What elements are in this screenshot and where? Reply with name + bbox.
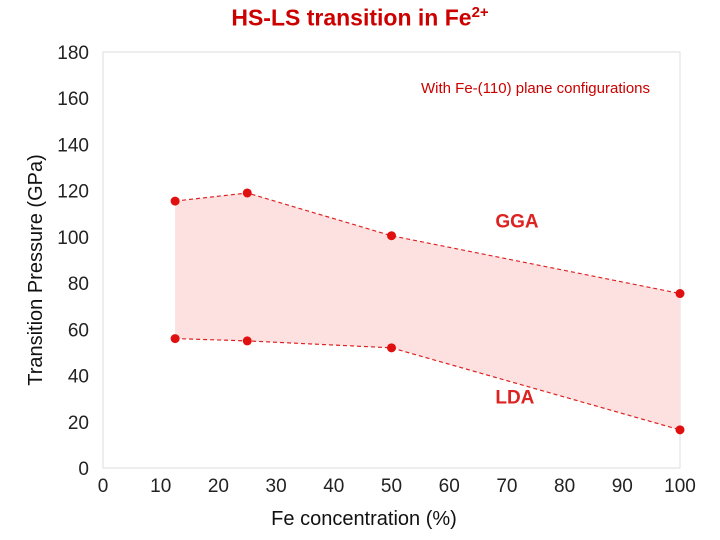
gga-series-line [175, 192, 681, 295]
y-tick-label: 20 [68, 413, 89, 434]
x-tick-label: 80 [554, 476, 575, 497]
x-tick-label: 50 [381, 476, 402, 497]
data-points-layer [170, 188, 685, 435]
chart-title: HS-LS transition in Fe2+ [0, 4, 720, 32]
chart-title-text: HS-LS transition in Fe [231, 4, 472, 31]
y-tick-label: 140 [57, 135, 89, 156]
x-tick-label: 30 [266, 476, 287, 497]
y-tick-label: 60 [68, 320, 89, 341]
gga-data-point [242, 188, 252, 198]
series-labels: GGA LDA [495, 212, 539, 409]
gga-data-point [387, 231, 396, 241]
lda-series-label: LDA [495, 387, 534, 408]
gga-data-point [675, 289, 685, 299]
x-tick-label: 40 [323, 476, 344, 497]
y-tick-label: 160 [57, 89, 89, 110]
y-tick-label: 120 [57, 182, 89, 203]
chart-title-superscript: 2+ [471, 4, 489, 21]
gga-series-label: GGA [495, 212, 539, 233]
gga-lda-band [175, 192, 680, 430]
y-tick-labels: 0 20 40 60 80 100 120 140 160 180 [57, 43, 89, 480]
y-tick-label: 80 [68, 274, 89, 295]
x-axis-title: Fe concentration (%) [271, 508, 457, 530]
y-tick-label: 180 [57, 43, 89, 64]
y-tick-label: 0 [78, 459, 89, 480]
x-tick-label: 100 [664, 476, 696, 497]
annotation-text: With Fe-(110) plane configurations [421, 80, 650, 97]
x-tick-label: 20 [208, 476, 229, 497]
x-tick-labels: 0 10 20 30 40 50 60 70 80 90 100 [98, 476, 696, 497]
x-tick-label: 0 [98, 476, 109, 497]
x-tick-label: 60 [439, 476, 460, 497]
y-tick-label: 40 [68, 367, 89, 388]
series-lines-layer [175, 192, 681, 431]
gga-data-point [170, 196, 180, 206]
x-tick-label: 90 [612, 476, 633, 497]
lda-series-line [175, 337, 681, 431]
lda-data-point [675, 425, 685, 435]
y-axis-title: Transition Pressure (GPa) [25, 154, 47, 386]
lda-data-point [170, 334, 180, 344]
x-tick-label: 70 [496, 476, 517, 497]
lda-data-point [387, 343, 396, 353]
y-tick-label: 100 [57, 228, 89, 249]
shaded-band-layer [175, 192, 680, 430]
lda-data-point [242, 336, 252, 346]
x-tick-label: 10 [150, 476, 171, 497]
